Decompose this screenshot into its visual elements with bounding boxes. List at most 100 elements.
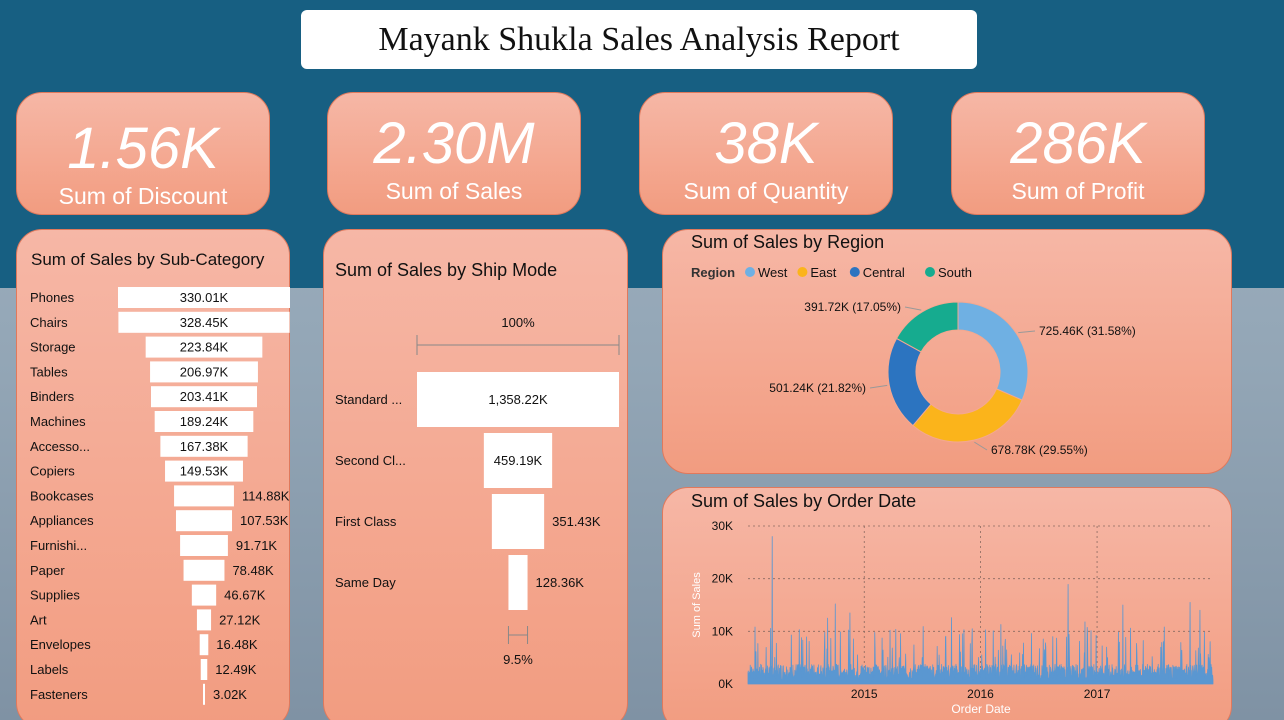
slice-label: 391.72K (17.05%)	[804, 300, 901, 314]
data-label: 27.12K	[219, 612, 261, 627]
funnel-bar	[417, 372, 619, 427]
y-tick-label: 30K	[712, 519, 733, 533]
shipmode-panel[interactable]: Sum of Sales by Ship Mode 100% Standard .…	[323, 229, 628, 720]
category-label: Labels	[30, 662, 69, 677]
data-label: 1,358.22K	[488, 392, 548, 407]
data-label: 167.38K	[180, 439, 229, 454]
funnel-bar	[191, 584, 217, 606]
data-label: 206.97K	[180, 364, 229, 379]
category-label: Phones	[30, 290, 75, 305]
donut-slice	[887, 337, 932, 427]
data-label: 189.24K	[180, 414, 229, 429]
data-label: 12.49K	[215, 662, 257, 677]
panel-title: Sum of Sales by Region	[691, 232, 885, 252]
y-tick-label: 20K	[712, 572, 733, 586]
funnel-bar	[483, 433, 553, 488]
kpi-card-quantity[interactable]: 38K Sum of Quantity	[639, 92, 893, 215]
kpi-value: 1.56K	[67, 116, 219, 181]
category-label: Same Day	[335, 575, 396, 590]
legend-entry: East	[810, 265, 836, 280]
category-label: Appliances	[30, 513, 94, 528]
funnel-bar	[165, 460, 243, 482]
funnel-bar	[174, 485, 234, 507]
orderdate-chart: 0K 10K 20K 30K 2015 2016 2017 Order Date Sum of …	[691, 519, 1214, 716]
legend-marker	[925, 267, 935, 277]
kpi-value: 38K	[714, 111, 818, 176]
legend-entry: South	[938, 265, 972, 280]
data-label: 91.71K	[236, 538, 278, 553]
category-label: Tables	[30, 364, 68, 379]
orderdate-panel[interactable]: Sum of Sales by Order Date 0K 10K 20K 30K 20…	[662, 487, 1232, 720]
funnel-bar	[508, 555, 528, 610]
y-tick-label: 0K	[718, 677, 733, 691]
category-label: Fasteners	[30, 687, 88, 702]
kpi-label: Sum of Sales	[385, 178, 523, 204]
data-label: 149.53K	[180, 464, 229, 479]
slice-label: 725.46K (31.58%)	[1039, 324, 1136, 338]
data-label: 107.53K	[240, 513, 289, 528]
x-tick-label: 2016	[967, 687, 994, 701]
category-label: Second Cl...	[335, 453, 406, 468]
funnel-bar	[118, 287, 290, 308]
category-label: Copiers	[30, 464, 75, 479]
funnel-bar	[183, 559, 225, 581]
panel-title: Sum of Sales by Ship Mode	[335, 260, 558, 280]
kpi-card-profit[interactable]: 286K Sum of Profit	[951, 92, 1205, 215]
bottom-percent-label: 9.5%	[503, 652, 533, 667]
category-label: Storage	[30, 340, 76, 355]
kpi-label: Sum of Profit	[1011, 178, 1145, 204]
funnel-bar	[200, 659, 208, 680]
kpi-card-sales[interactable]: 2.30M Sum of Sales	[327, 92, 581, 215]
legend-marker	[745, 267, 755, 277]
data-label: 223.84K	[180, 340, 229, 355]
data-label: 328.45K	[180, 315, 229, 330]
legend-entry: West	[758, 265, 788, 280]
y-axis-label: Sum of Sales	[691, 572, 703, 638]
legend-entry: Central	[863, 265, 905, 280]
category-label: Envelopes	[30, 637, 91, 652]
kpi-value: 286K	[1010, 111, 1146, 176]
subcategory-chart: Phones 330.01K Chairs 328.45K Storage 223.84K…	[30, 287, 290, 705]
leader-line	[974, 441, 988, 451]
funnel-bar	[145, 336, 263, 358]
panel-title: Sum of Sales by Order Date	[691, 491, 917, 511]
kpi-label: Sum of Quantity	[683, 178, 849, 204]
category-label: Chairs	[30, 315, 68, 330]
funnel-bar	[491, 494, 545, 549]
category-label: Machines	[30, 414, 86, 429]
donut-slice	[957, 301, 1029, 401]
category-label: Supplies	[30, 588, 80, 603]
kpi-value: 2.30M	[373, 111, 535, 176]
legend-marker	[849, 267, 860, 277]
donut-slice	[895, 301, 959, 353]
category-label: Standard ...	[335, 392, 402, 407]
legend-marker	[797, 267, 808, 277]
category-label: Bookcases	[30, 488, 94, 503]
funnel-bar	[160, 435, 248, 457]
slice-label: 501.24K (21.82%)	[769, 381, 866, 395]
category-label: Accesso...	[30, 439, 90, 454]
kpi-card-discount[interactable]: 1.56K Sum of Discount	[16, 92, 270, 215]
shipmode-chart: 100% Standard ... 1,358.22K Second Cl... 459…	[335, 315, 620, 667]
data-label: 114.88K	[242, 488, 290, 503]
funnel-bar	[180, 535, 228, 556]
data-label: 459.19K	[494, 453, 543, 468]
x-axis-label: Order Date	[951, 702, 1011, 716]
kpi-label: Sum of Discount	[58, 183, 228, 209]
data-label: 351.43K	[552, 514, 601, 529]
category-label: Binders	[30, 389, 75, 404]
data-label: 3.02K	[213, 687, 247, 702]
funnel-bar	[203, 683, 205, 705]
top-percent-label: 100%	[501, 315, 535, 330]
data-label: 78.48K	[232, 563, 274, 578]
data-label: 46.67K	[224, 588, 266, 603]
category-label: First Class	[335, 514, 397, 529]
funnel-bar	[199, 634, 209, 656]
data-label: 128.36K	[536, 575, 585, 590]
leader-line	[1018, 330, 1036, 334]
funnel-bar	[118, 311, 290, 333]
category-label: Art	[30, 612, 47, 627]
region-panel[interactable]: Sum of Sales by Region Region West East Cen…	[662, 229, 1232, 474]
donut-slice	[912, 388, 1023, 443]
subcategory-panel[interactable]: Sum of Sales by Sub-Category Phones 330.0…	[16, 229, 290, 720]
